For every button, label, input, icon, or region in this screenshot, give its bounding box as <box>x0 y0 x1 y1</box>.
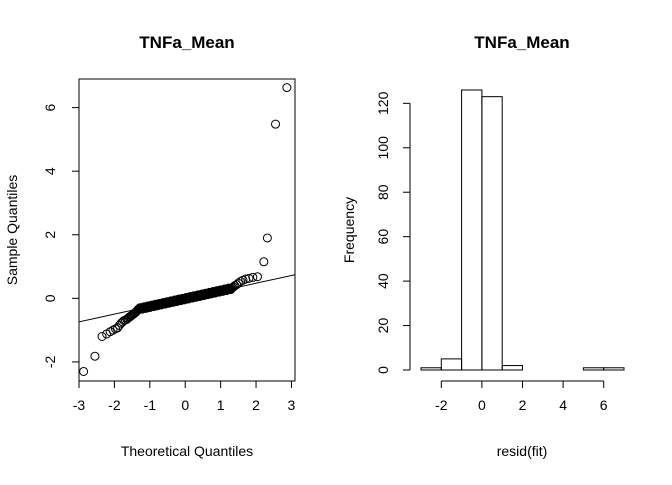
histogram-y-tick-label: 60 <box>375 229 391 245</box>
qq-x-tick-label: 1 <box>217 397 225 413</box>
qq-point <box>252 272 262 282</box>
histogram-x-tick-label: 4 <box>559 397 567 413</box>
qq-point <box>244 273 254 283</box>
qq-y-tick-label: 4 <box>42 167 58 175</box>
histogram-y-tick-label: 40 <box>375 273 391 289</box>
histogram-y-tick-label: 20 <box>375 318 391 334</box>
histogram-bar <box>603 367 625 371</box>
qq-x-axis: -3 -2 -1 0 1 2 3 <box>73 380 296 413</box>
histogram-bar <box>501 365 524 371</box>
qq-plot-area <box>79 83 295 376</box>
histogram-y-axis: 0 20 40 60 80 100 120 <box>375 91 411 374</box>
qq-point <box>262 233 272 243</box>
histogram-x-axis: -2 0 2 4 6 <box>435 380 608 413</box>
qq-y-tick-label: 0 <box>42 294 58 302</box>
qq-plot-title: TNFa_Mean <box>139 33 234 52</box>
histogram-y-tick-label: 80 <box>375 184 391 200</box>
qq-x-tick-label: 0 <box>181 397 189 413</box>
histogram-bar <box>582 367 605 371</box>
qq-point <box>79 366 89 376</box>
qq-point <box>97 331 107 341</box>
qq-points <box>79 83 292 376</box>
qq-point <box>241 274 251 284</box>
qq-x-axis-label: Theoretical Quantiles <box>121 443 253 459</box>
histogram-x-tick-label: 0 <box>478 397 486 413</box>
qq-point <box>226 284 236 294</box>
histogram-x-tick-label: 6 <box>600 397 608 413</box>
qq-point <box>282 83 292 93</box>
qq-point <box>248 272 258 282</box>
qq-y-axis: -2 0 2 4 6 <box>42 104 80 368</box>
qq-y-tick-label: 6 <box>42 104 58 112</box>
qq-x-tick-label: -1 <box>144 397 157 413</box>
histogram-y-tick-label: 120 <box>375 91 391 115</box>
histogram-bar <box>420 367 442 371</box>
qq-x-tick-label: 2 <box>252 397 260 413</box>
qq-plot: TNFa_Mean -3 -2 -1 0 1 2 3 -2 0 2 4 6 Theoretical … <box>4 33 296 459</box>
qq-point <box>271 119 281 129</box>
histogram-bar <box>461 89 483 371</box>
qq-point <box>108 325 118 335</box>
histogram-bars <box>420 89 625 371</box>
histogram-bar <box>440 358 463 371</box>
histogram-bar <box>481 96 503 371</box>
qq-point <box>259 257 269 267</box>
histogram-y-tick-label: 100 <box>375 136 391 160</box>
histogram-y-tick-label: 0 <box>375 366 391 374</box>
qq-y-axis-label: Sample Quantiles <box>4 175 20 286</box>
qq-point <box>235 276 245 286</box>
qq-x-tick-label: 3 <box>288 397 296 413</box>
histogram-title: TNFa_Mean <box>474 33 569 52</box>
qq-point <box>90 351 100 361</box>
qq-y-tick-label: -2 <box>42 355 58 368</box>
qq-x-tick-label: -2 <box>108 397 121 413</box>
qq-y-tick-label: 2 <box>42 231 58 239</box>
histogram: TNFa_Mean -2 0 2 4 6 0 20 40 60 80 100 120 resid(f… <box>341 33 625 459</box>
histogram-y-axis-label: Frequency <box>341 197 357 263</box>
histogram-x-tick-label: -2 <box>435 397 448 413</box>
histogram-x-axis-label: resid(fit) <box>497 443 548 459</box>
qq-x-tick-label: -3 <box>73 397 86 413</box>
histogram-x-tick-label: 2 <box>519 397 527 413</box>
qq-point <box>233 278 243 288</box>
